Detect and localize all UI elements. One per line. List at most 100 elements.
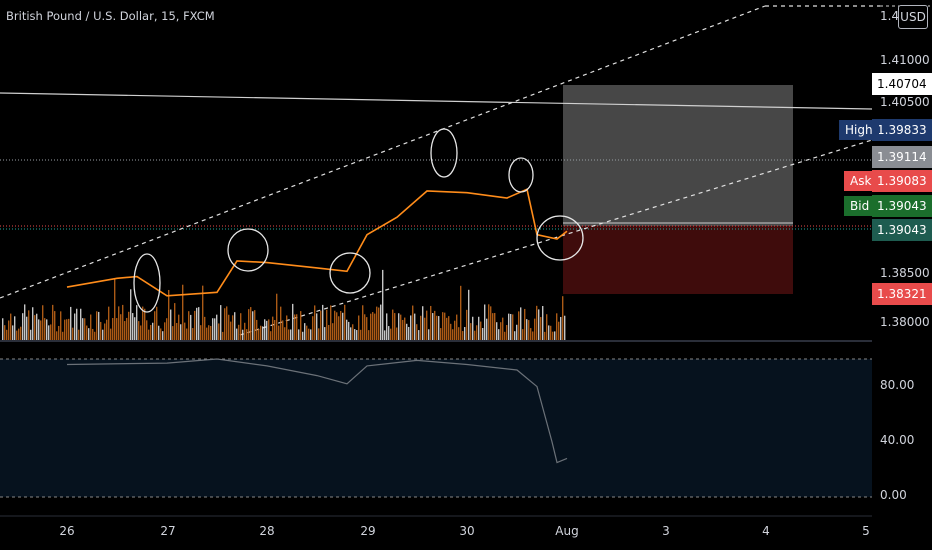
volume-bar (406, 323, 408, 340)
time-tick: 28 (259, 524, 274, 538)
target-price-badge: 1.40704 (872, 73, 932, 95)
currency-button[interactable]: USD (898, 5, 928, 29)
volume-bar (238, 324, 240, 340)
volume-bar (530, 328, 532, 340)
volume-bar (370, 313, 372, 340)
volume-bar (324, 327, 326, 340)
volume-bar (482, 328, 484, 340)
circle-annotation[interactable] (329, 252, 371, 294)
volume-bar (294, 314, 296, 340)
volume-bar (386, 313, 388, 340)
volume-bar (546, 314, 548, 340)
volume-bar (354, 329, 356, 340)
volume-bar (300, 311, 302, 340)
long-position-loss-zone[interactable] (563, 226, 793, 294)
volume-bar (4, 325, 6, 340)
oscillator-tick: 0.00 (880, 488, 907, 502)
volume-bar (558, 321, 560, 340)
time-tick: 3 (662, 524, 670, 538)
volume-bar (458, 327, 460, 340)
volume-bar (258, 329, 260, 340)
volume-bar (438, 316, 440, 340)
volume-bar (328, 325, 330, 340)
volume-bar (102, 329, 104, 340)
volume-bar (56, 331, 58, 340)
entry-price-badge: 1.39114 (872, 146, 932, 168)
volume-bar (436, 315, 438, 340)
volume-bar (518, 311, 520, 340)
circle-annotation[interactable] (536, 215, 584, 261)
volume-bar (160, 328, 162, 340)
volume-bar (250, 307, 252, 340)
volume-bar (286, 315, 288, 340)
ask-label: Ask (844, 171, 878, 191)
volume-bar (280, 306, 282, 340)
volume-bar (168, 289, 170, 340)
volume-bar (358, 315, 360, 340)
volume-bar (390, 328, 392, 340)
volume-bar (38, 319, 40, 340)
volume-bar (462, 331, 464, 340)
volume-bar (236, 328, 238, 340)
volume-bar (440, 328, 442, 340)
volume-bar (66, 319, 68, 340)
volume-bar (562, 296, 564, 340)
circle-annotation[interactable] (227, 228, 269, 272)
volume-bar (352, 324, 354, 340)
volume-bar (72, 327, 74, 340)
volume-bar (46, 319, 48, 340)
circle-annotation[interactable] (133, 253, 161, 313)
volume-bar (176, 323, 178, 340)
volume-bar (86, 325, 88, 340)
volume-bar (306, 325, 308, 340)
price-series (66, 188, 568, 297)
volume-bar (548, 325, 550, 340)
channel-upper-line[interactable] (0, 5, 766, 299)
volume-bar (508, 313, 510, 340)
trend-line-resistance[interactable] (0, 92, 873, 110)
volume-bar (240, 313, 242, 340)
volume-bar (366, 317, 368, 340)
volume-bar (186, 328, 188, 340)
volume-bar (174, 303, 176, 340)
volume-bar (378, 307, 380, 340)
volume-bar (198, 307, 200, 340)
volume-bar (180, 324, 182, 340)
circle-annotation[interactable] (430, 128, 458, 178)
volume-bar (150, 324, 152, 340)
volume-bar (74, 313, 76, 340)
volume-bar (260, 325, 262, 340)
volume-bar (466, 309, 468, 340)
volume-bar (432, 313, 434, 340)
volume-bar (374, 313, 376, 340)
volume-bar (120, 314, 122, 340)
volume-bar (62, 331, 64, 340)
volume-bar (538, 309, 540, 340)
volume-bar (410, 315, 412, 340)
volume-bar (254, 310, 256, 340)
volume-bar (332, 323, 334, 340)
volume-bar (398, 313, 400, 340)
volume-bar (408, 326, 410, 340)
volume-bar (244, 322, 246, 340)
volume-bar (246, 329, 248, 340)
circle-annotation[interactable] (508, 157, 534, 193)
volume-bar (474, 330, 476, 340)
volume-bar (496, 322, 498, 340)
volume-bar (524, 308, 526, 340)
volume-bar (48, 325, 50, 340)
volume-bar (6, 329, 8, 340)
volume-bar (388, 326, 390, 340)
channel-lower-line[interactable] (239, 139, 873, 336)
volume-bar (318, 328, 320, 340)
time-tick: 29 (360, 524, 375, 538)
volume-bar (200, 325, 202, 340)
volume-bar (424, 317, 426, 340)
long-position-profit-zone[interactable] (563, 85, 793, 226)
volume-bar (376, 306, 378, 340)
volume-bar (304, 323, 306, 340)
volume-bar (464, 327, 466, 340)
volume-bar (290, 329, 292, 340)
volume-bar (52, 304, 54, 340)
